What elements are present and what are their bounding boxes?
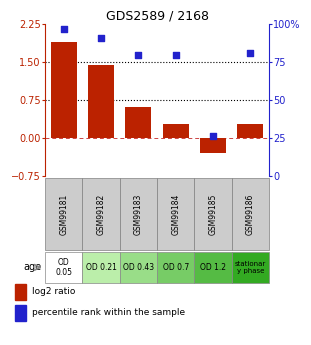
- Bar: [45, 178, 82, 250]
- Bar: [200, 138, 226, 153]
- Title: GDS2589 / 2168: GDS2589 / 2168: [105, 10, 209, 23]
- Text: OD 0.21: OD 0.21: [86, 263, 117, 272]
- Bar: [194, 252, 232, 283]
- Bar: [45, 252, 82, 283]
- Text: GSM99186: GSM99186: [246, 193, 255, 235]
- Point: [211, 134, 216, 139]
- Point: [248, 50, 253, 56]
- Bar: [88, 65, 114, 138]
- Text: GSM99184: GSM99184: [171, 193, 180, 235]
- Bar: [237, 124, 263, 138]
- Bar: [125, 107, 151, 138]
- Text: OD 0.43: OD 0.43: [123, 263, 154, 272]
- Text: stationar
y phase: stationar y phase: [235, 261, 266, 274]
- Point: [61, 26, 66, 31]
- Bar: [15, 284, 26, 300]
- Text: GSM99183: GSM99183: [134, 193, 143, 235]
- Bar: [15, 305, 26, 321]
- Bar: [157, 178, 194, 250]
- Bar: [120, 178, 157, 250]
- Bar: [163, 124, 189, 138]
- Bar: [232, 252, 269, 283]
- Text: OD
0.05: OD 0.05: [55, 258, 72, 277]
- Bar: [120, 252, 157, 283]
- Text: GSM99182: GSM99182: [97, 193, 105, 235]
- Text: age: age: [23, 263, 41, 272]
- Text: percentile rank within the sample: percentile rank within the sample: [32, 308, 185, 317]
- Bar: [157, 252, 194, 283]
- Bar: [51, 42, 77, 138]
- Text: OD 0.7: OD 0.7: [163, 263, 189, 272]
- Text: log2 ratio: log2 ratio: [32, 287, 76, 296]
- Bar: [194, 178, 232, 250]
- Bar: [82, 178, 120, 250]
- Bar: [82, 252, 120, 283]
- Bar: [232, 178, 269, 250]
- Text: GSM99181: GSM99181: [59, 193, 68, 235]
- Text: GSM99185: GSM99185: [209, 193, 217, 235]
- Point: [99, 35, 104, 41]
- Point: [173, 52, 178, 57]
- Text: OD 1.2: OD 1.2: [200, 263, 226, 272]
- Point: [136, 52, 141, 57]
